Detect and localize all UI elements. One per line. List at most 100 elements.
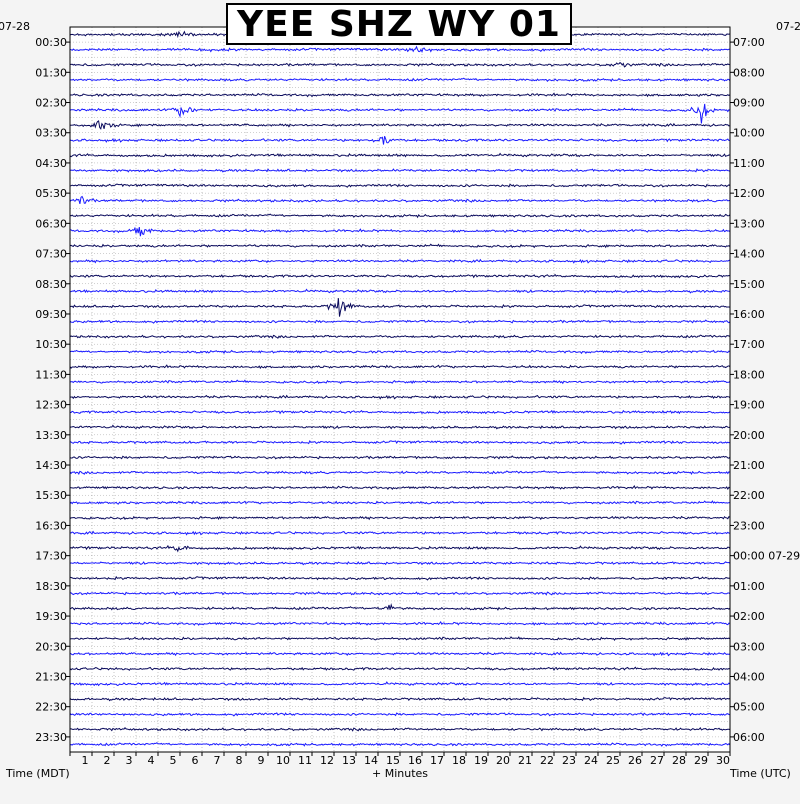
right-tick-label: 22:00: [733, 489, 765, 502]
trace-row: [69, 379, 731, 385]
trace-row: [69, 560, 731, 566]
trace-row: [69, 288, 731, 294]
trace-row: [69, 424, 730, 430]
left-tick-label: 17:30: [35, 550, 67, 563]
x-tick-label: 5: [170, 754, 177, 767]
left-tick-label: 13:30: [35, 429, 67, 442]
left-tick-label: 18:30: [35, 580, 67, 593]
right-tick-label: 01:00: [733, 580, 765, 593]
x-tick-label: 15: [386, 754, 400, 767]
left-tick-label: 07:30: [35, 248, 67, 261]
right-tick-label: 03:00: [733, 640, 765, 653]
x-tick-label: 6: [192, 754, 199, 767]
right-tick-label: 04:00: [733, 670, 765, 683]
trace-row: [69, 636, 731, 641]
trace-row: [69, 195, 731, 205]
right-tick-label: 00:00 07-29: [733, 550, 800, 563]
x-tick-label: 23: [562, 754, 576, 767]
right-tick-label: 09:00: [733, 97, 765, 110]
right-tick-label: 20:00: [733, 429, 765, 442]
x-tick-label: 12: [320, 754, 334, 767]
left-tick-label: 03:30: [35, 127, 67, 140]
left-tick-label: 20:30: [35, 640, 67, 653]
trace-row: [69, 681, 731, 687]
trace-row: [69, 120, 731, 130]
trace-row: [69, 334, 731, 340]
trace-row: [69, 500, 731, 505]
left-tick-label: 21:30: [35, 670, 67, 683]
right-tick-label: 19:00: [733, 399, 765, 412]
x-tick-label: 28: [672, 754, 686, 767]
trace-row: [69, 92, 731, 98]
left-tick-label: 02:30: [35, 97, 67, 110]
x-tick-label: 4: [148, 754, 155, 767]
right-tick-label: 13:00: [733, 217, 765, 230]
x-tick-label: 20: [496, 754, 510, 767]
trace-row: [69, 651, 731, 657]
trace-row: [69, 213, 731, 219]
right-tick-label: 02:00: [733, 610, 765, 623]
x-tick-label: 11: [298, 754, 312, 767]
left-tick-label: 11:30: [35, 368, 67, 381]
left-tick-label: 00:30: [35, 36, 67, 49]
right-tick-label: 08:00: [733, 66, 765, 79]
left-tick-label: 06:30: [35, 217, 67, 230]
left-tick-label: 08:30: [35, 278, 67, 291]
left-tick-label: 22:30: [35, 701, 67, 714]
x-tick-label: 7: [214, 754, 221, 767]
right-tick-label: 14:00: [733, 248, 765, 261]
left-tick-label: 14:30: [35, 459, 67, 472]
x-tick-label: 27: [650, 754, 664, 767]
left-tick-label: 04:30: [35, 157, 67, 170]
trace-row: [69, 152, 730, 158]
x-tick-label: 26: [628, 754, 642, 767]
x-tick-label: 29: [694, 754, 708, 767]
trace-row: [69, 168, 731, 173]
right-tick-label: 23:00: [733, 519, 765, 532]
right-tick-label: 17:00: [733, 338, 765, 351]
right-tick-label: 05:00: [733, 701, 765, 714]
x-tick-label: 1: [82, 754, 89, 767]
trace-row: [69, 364, 731, 370]
x-tick-label: 2: [104, 754, 111, 767]
left-tick-label: 05:30: [35, 187, 67, 200]
trace-row: [69, 136, 731, 145]
left-tick-label: 23:30: [35, 731, 67, 744]
x-tick-label: 30: [716, 754, 730, 767]
right-tick-label: 18:00: [733, 368, 765, 381]
x-tick-label: 25: [606, 754, 620, 767]
right-tick-label: 16:00: [733, 308, 765, 321]
left-tick-label: 19:30: [35, 610, 67, 623]
x-tick-label: 18: [452, 754, 466, 767]
right-tick-label: 11:00: [733, 157, 765, 170]
trace-row: [69, 103, 731, 124]
trace-row: [69, 455, 731, 460]
x-tick-label: 24: [584, 754, 598, 767]
x-tick-label: 22: [540, 754, 554, 767]
left-axis-label: Time (MDT): [5, 767, 70, 780]
left-tick-label: 12:30: [35, 399, 67, 412]
left-tick-label: 16:30: [35, 519, 67, 532]
bottom-axis-label: + Minutes: [372, 767, 428, 780]
x-tick-label: 10: [276, 754, 290, 767]
left-tick-label: 10:30: [35, 338, 67, 351]
right-tick-label: 15:00: [733, 278, 765, 291]
seismic-traces: [69, 30, 731, 747]
trace-row: [69, 298, 731, 317]
right-date-label: 07-2: [776, 20, 800, 33]
trace-row: [69, 742, 731, 747]
trace-row: [69, 530, 730, 536]
trace-row: [69, 603, 731, 611]
trace-row: [69, 575, 731, 581]
trace-row: [69, 591, 731, 596]
left-date-label: 07-28: [0, 20, 30, 33]
chart-title: YEE SHZ WY 01: [237, 3, 561, 45]
x-tick-label: 19: [474, 754, 488, 767]
trace-row: [70, 226, 731, 237]
left-tick-label: 09:30: [35, 308, 67, 321]
trace-row: [69, 485, 731, 491]
right-tick-label: 10:00: [733, 127, 765, 140]
trace-row: [69, 666, 731, 672]
right-tick-label: 21:00: [733, 459, 765, 472]
